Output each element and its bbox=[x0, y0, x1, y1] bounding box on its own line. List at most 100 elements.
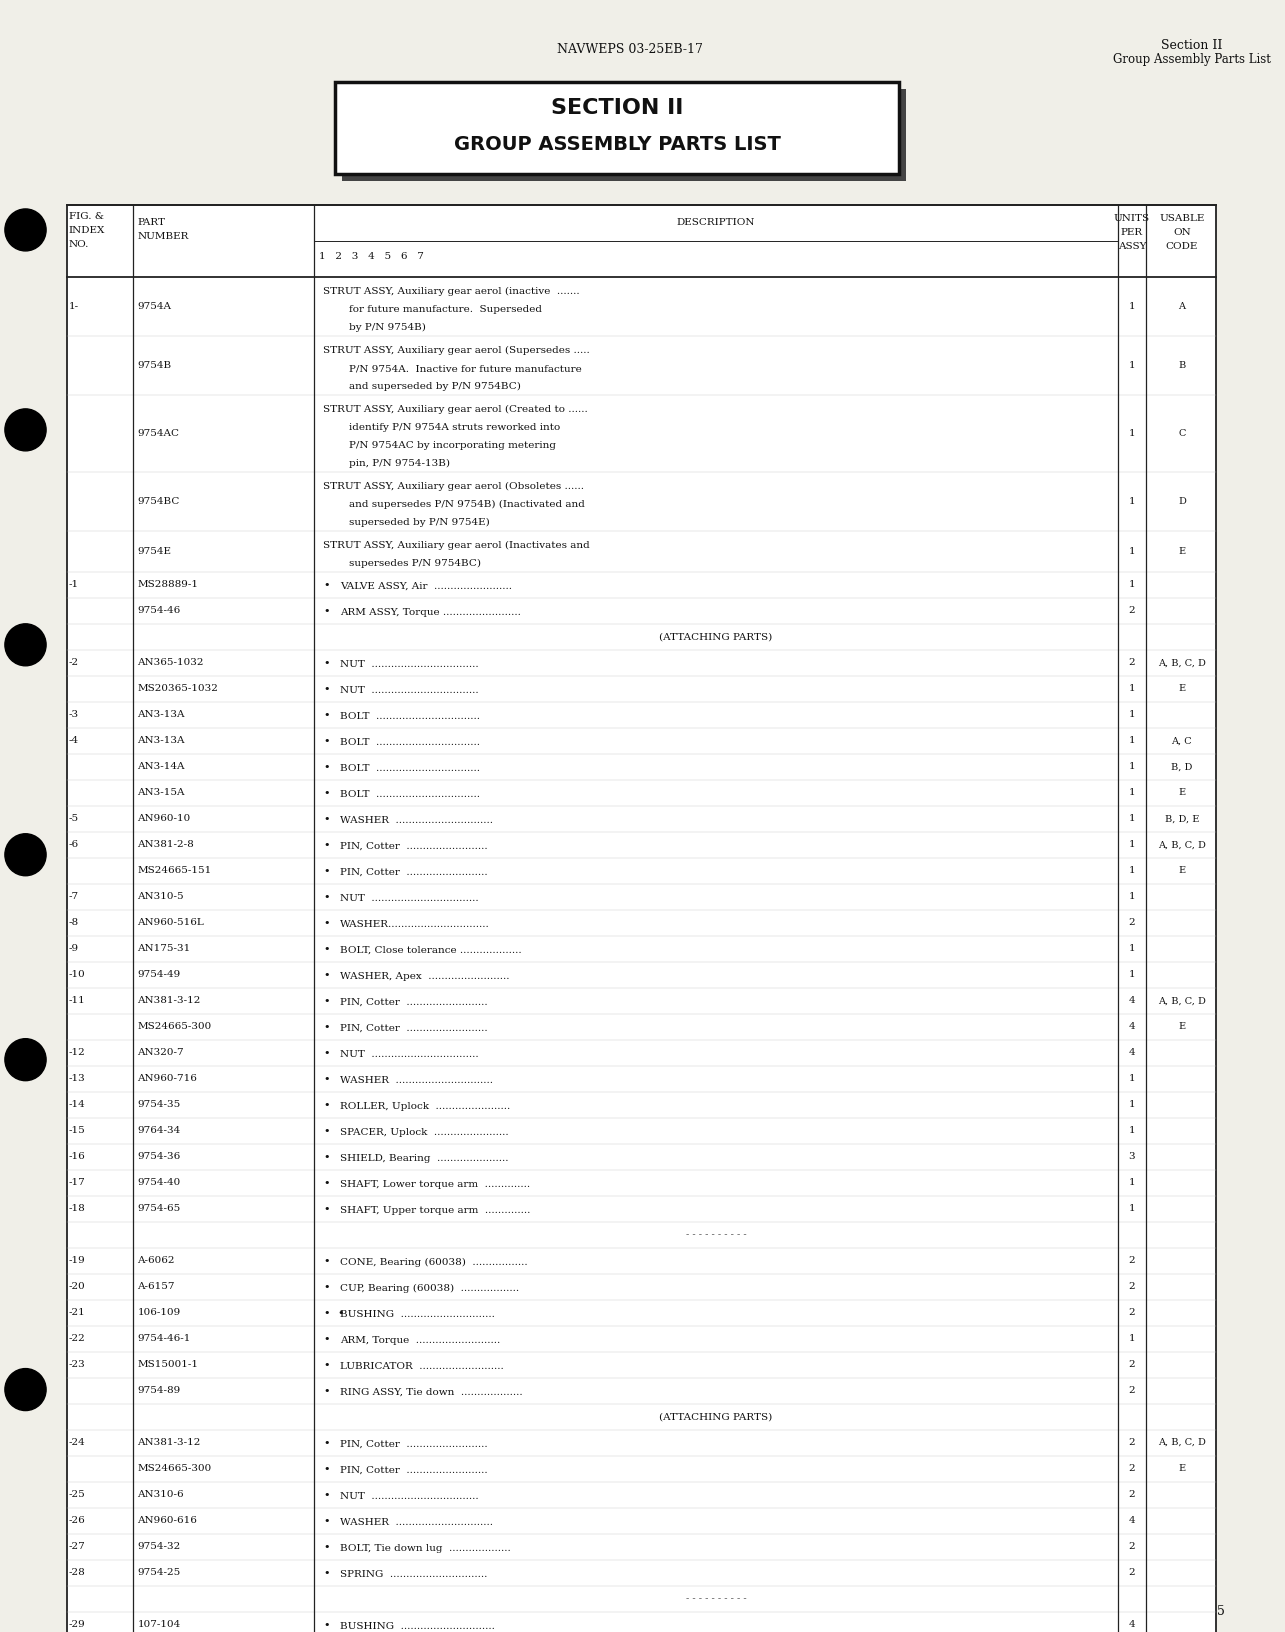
Text: NO.: NO. bbox=[68, 240, 89, 250]
Text: •: • bbox=[324, 788, 330, 798]
Text: 2: 2 bbox=[1128, 1568, 1135, 1577]
Text: A, C: A, C bbox=[1172, 736, 1192, 746]
Text: AN960-516L: AN960-516L bbox=[137, 919, 204, 927]
Text: 9754-32: 9754-32 bbox=[137, 1542, 181, 1550]
Text: 1: 1 bbox=[1128, 547, 1135, 557]
Text: VALVE ASSY, Air  ........................: VALVE ASSY, Air ........................ bbox=[341, 583, 513, 591]
Text: MS24665-300: MS24665-300 bbox=[137, 1022, 212, 1031]
Text: •: • bbox=[324, 917, 330, 927]
Text: BOLT  ................................: BOLT ................................ bbox=[341, 764, 481, 774]
Text: •: • bbox=[324, 1542, 330, 1552]
Text: E: E bbox=[1178, 547, 1185, 557]
Text: -23: -23 bbox=[68, 1359, 85, 1369]
Text: -24: -24 bbox=[68, 1438, 85, 1448]
Text: 2: 2 bbox=[1128, 1490, 1135, 1500]
Text: E: E bbox=[1178, 867, 1185, 875]
Text: P/N 9754AC by incorporating metering: P/N 9754AC by incorporating metering bbox=[323, 441, 555, 450]
Text: -26: -26 bbox=[68, 1516, 85, 1524]
Text: 2: 2 bbox=[1128, 1309, 1135, 1317]
Text: A-6062: A-6062 bbox=[137, 1257, 175, 1265]
Text: 2: 2 bbox=[1128, 658, 1135, 667]
Text: Section II: Section II bbox=[1160, 39, 1222, 52]
Text: BOLT  ................................: BOLT ................................ bbox=[341, 738, 481, 747]
Text: •: • bbox=[324, 710, 330, 720]
Text: •: • bbox=[324, 1359, 330, 1369]
Text: STRUT ASSY, Auxiliary gear aerol (Supersedes .....: STRUT ASSY, Auxiliary gear aerol (Supers… bbox=[323, 346, 590, 356]
Text: -12: -12 bbox=[68, 1048, 85, 1058]
Text: -6: -6 bbox=[68, 840, 78, 849]
Text: •: • bbox=[324, 1204, 330, 1214]
Text: pin, P/N 9754-13B): pin, P/N 9754-13B) bbox=[323, 459, 450, 468]
Text: NUT  .................................: NUT ................................. bbox=[341, 685, 479, 695]
Text: 9754-89: 9754-89 bbox=[137, 1386, 181, 1395]
Text: 1: 1 bbox=[1128, 867, 1135, 875]
Text: 1: 1 bbox=[1128, 1074, 1135, 1084]
Text: 2: 2 bbox=[1128, 1438, 1135, 1448]
Text: FIG. &: FIG. & bbox=[68, 212, 104, 222]
Text: AN960-10: AN960-10 bbox=[137, 814, 190, 823]
Text: •: • bbox=[324, 1516, 330, 1526]
Text: 9754-40: 9754-40 bbox=[137, 1178, 181, 1186]
Text: 2: 2 bbox=[1128, 919, 1135, 927]
Text: NUT  .................................: NUT ................................. bbox=[341, 659, 479, 669]
Text: SPACER, Uplock  .......................: SPACER, Uplock ....................... bbox=[341, 1128, 509, 1138]
Text: 2: 2 bbox=[1128, 1386, 1135, 1395]
Text: ON: ON bbox=[1173, 228, 1191, 237]
Text: 2: 2 bbox=[1128, 1542, 1135, 1550]
Text: -1: -1 bbox=[68, 581, 78, 589]
Text: 1: 1 bbox=[1128, 1204, 1135, 1213]
Text: •: • bbox=[324, 1464, 330, 1474]
Text: -28: -28 bbox=[68, 1568, 85, 1577]
Text: 9754-35: 9754-35 bbox=[137, 1100, 181, 1110]
Text: identify P/N 9754A struts reworked into: identify P/N 9754A struts reworked into bbox=[323, 423, 560, 432]
Text: 1: 1 bbox=[1128, 710, 1135, 720]
Text: -4: -4 bbox=[68, 736, 78, 746]
Bar bbox=[335, 82, 899, 175]
Text: CODE: CODE bbox=[1165, 243, 1198, 251]
Text: •: • bbox=[324, 658, 330, 667]
Text: MS28889-1: MS28889-1 bbox=[137, 581, 198, 589]
Text: •: • bbox=[324, 1307, 330, 1317]
Text: 1: 1 bbox=[1128, 429, 1135, 437]
Text: 9754-65: 9754-65 bbox=[137, 1204, 181, 1213]
Text: 9764-34: 9764-34 bbox=[137, 1126, 181, 1136]
Text: 1: 1 bbox=[1128, 302, 1135, 312]
Text: -21: -21 bbox=[68, 1309, 85, 1317]
Text: WASHER  ..............................: WASHER .............................. bbox=[341, 1518, 493, 1528]
Text: AN3-13A: AN3-13A bbox=[137, 736, 185, 746]
Text: WASHER, Apex  .........................: WASHER, Apex ......................... bbox=[341, 973, 510, 981]
Text: 9754-49: 9754-49 bbox=[137, 969, 181, 979]
Text: AN3-13A: AN3-13A bbox=[137, 710, 185, 720]
Text: -10: -10 bbox=[68, 969, 85, 979]
Text: E: E bbox=[1178, 1022, 1185, 1031]
Text: RING ASSY, Tie down  ...................: RING ASSY, Tie down ................... bbox=[341, 1387, 523, 1397]
Text: •: • bbox=[337, 1307, 343, 1317]
Text: NAVWEPS 03-25EB-17: NAVWEPS 03-25EB-17 bbox=[556, 44, 703, 57]
Text: 106-109: 106-109 bbox=[137, 1309, 181, 1317]
Text: 4: 4 bbox=[1128, 996, 1135, 1005]
Text: LUBRICATOR  ..........................: LUBRICATOR .......................... bbox=[341, 1361, 504, 1371]
Text: 9754B: 9754B bbox=[137, 361, 171, 370]
Text: -19: -19 bbox=[68, 1257, 85, 1265]
Text: NUT  .................................: NUT ................................. bbox=[341, 1492, 479, 1501]
Text: 1   2   3   4   5   6   7: 1 2 3 4 5 6 7 bbox=[319, 253, 424, 261]
Text: 2: 2 bbox=[1128, 1283, 1135, 1291]
Text: superseded by P/N 9754E): superseded by P/N 9754E) bbox=[323, 517, 490, 527]
Text: 1: 1 bbox=[1128, 581, 1135, 589]
Text: PART: PART bbox=[137, 219, 166, 227]
Text: -17: -17 bbox=[68, 1178, 85, 1186]
Text: C: C bbox=[1178, 429, 1186, 437]
Text: -9: -9 bbox=[68, 945, 78, 953]
Text: 2: 2 bbox=[1128, 607, 1135, 615]
Text: 1: 1 bbox=[1128, 814, 1135, 823]
Text: 3: 3 bbox=[1128, 1152, 1135, 1160]
Text: •: • bbox=[324, 891, 330, 902]
Text: and superseded by P/N 9754BC): and superseded by P/N 9754BC) bbox=[323, 382, 520, 392]
Text: •: • bbox=[324, 1490, 330, 1500]
Text: 1: 1 bbox=[1128, 496, 1135, 506]
Text: UNITS: UNITS bbox=[1114, 214, 1150, 224]
Circle shape bbox=[5, 1369, 46, 1410]
Text: •: • bbox=[324, 736, 330, 746]
Text: USABLE: USABLE bbox=[1159, 214, 1204, 224]
Text: WASHER  ..............................: WASHER .............................. bbox=[341, 1075, 493, 1085]
